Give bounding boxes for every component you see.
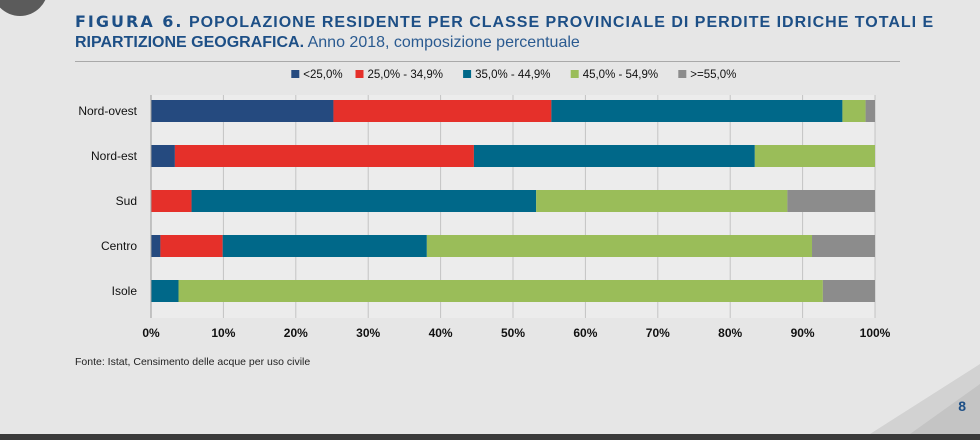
bar-segment <box>191 190 537 212</box>
bar-segment <box>822 280 875 302</box>
bar-segment <box>151 235 161 257</box>
bottom-bar <box>0 434 980 440</box>
x-tick-label: 60% <box>573 326 597 340</box>
bar-segment <box>473 145 755 167</box>
stacked-bar-chart: 0% 10% 20% 30% 40% 50% 60% 70% 80% 90% 100% Nord-ov… <box>78 69 891 340</box>
category-label: Sud <box>116 194 137 208</box>
legend-label: 25,0% - 34,9% <box>368 69 443 81</box>
x-tick-label: 100% <box>860 326 891 340</box>
bar-segment <box>812 235 875 257</box>
x-tick-label: 20% <box>284 326 308 340</box>
title-subtitle: Anno 2018, composizione percentuale <box>307 34 580 51</box>
x-tick-label: 10% <box>211 326 235 340</box>
figure-label: FIGURA 6. <box>75 12 184 31</box>
x-tick-label: 0% <box>142 326 160 340</box>
legend-label: 35,0% - 44,9% <box>475 69 550 81</box>
bar-segment <box>222 235 427 257</box>
bar-segment <box>842 100 866 122</box>
figure-title: FIGURA 6. POPOLAZIONE RESIDENTE PER CLAS… <box>75 12 933 53</box>
bar-segment <box>536 190 788 212</box>
title-line-1: FIGURA 6. POPOLAZIONE RESIDENTE PER CLAS… <box>75 12 933 33</box>
bar-segment <box>426 235 813 257</box>
bar-segment <box>333 100 552 122</box>
page-number: 8 <box>958 398 966 414</box>
x-tick-label: 90% <box>791 326 815 340</box>
bar-segment <box>787 190 875 212</box>
category-label: Centro <box>101 239 137 253</box>
bar-segment <box>551 100 843 122</box>
category-label: Nord-est <box>91 149 138 163</box>
title-divider <box>75 61 900 62</box>
bar-segment <box>178 280 823 302</box>
legend-swatch <box>291 70 300 78</box>
x-tick-label: 50% <box>501 326 525 340</box>
bar-segment <box>865 100 875 122</box>
category-label: Isole <box>112 284 138 298</box>
legend-label: <25,0% <box>303 69 342 81</box>
x-tick-label: 80% <box>718 326 742 340</box>
legend-label: >=55,0% <box>690 69 736 81</box>
category-label: Nord-ovest <box>78 104 137 118</box>
bar-segment <box>754 145 875 167</box>
legend-swatch <box>678 70 687 78</box>
title-bold-part: RIPARTIZIONE GEOGRAFICA. <box>75 34 305 51</box>
bar-segment <box>160 235 223 257</box>
x-tick-label: 70% <box>646 326 670 340</box>
bar-segment <box>151 190 192 212</box>
x-tick-label: 30% <box>356 326 380 340</box>
bar-segment <box>151 145 175 167</box>
legend-swatch <box>570 70 579 78</box>
legend-swatch <box>463 70 472 78</box>
bar-segment <box>174 145 474 167</box>
legend-label: 45,0% - 54,9% <box>583 69 658 81</box>
source-note: Fonte: Istat, Censimento delle acque per… <box>75 356 311 368</box>
title-line-2: RIPARTIZIONE GEOGRAFICA. Anno 2018, comp… <box>75 33 915 53</box>
decorative-corner-shape <box>870 364 980 434</box>
legend-swatch <box>355 70 364 78</box>
bar-segment <box>151 280 179 302</box>
x-tick-label: 40% <box>429 326 453 340</box>
title-text: POPOLAZIONE RESIDENTE PER CLASSE PROVINC… <box>188 14 935 31</box>
bar-segment <box>151 100 334 122</box>
